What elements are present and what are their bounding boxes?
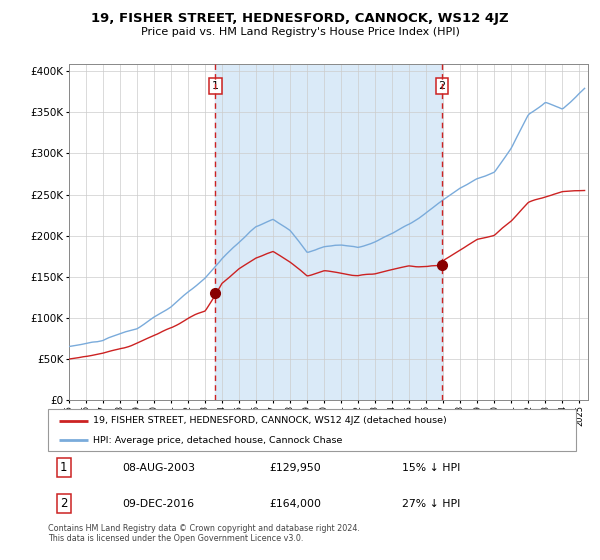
Text: 19, FISHER STREET, HEDNESFORD, CANNOCK, WS12 4JZ (detached house): 19, FISHER STREET, HEDNESFORD, CANNOCK, … [93, 416, 446, 425]
Text: 1: 1 [60, 461, 68, 474]
Text: Contains HM Land Registry data © Crown copyright and database right 2024.
This d: Contains HM Land Registry data © Crown c… [48, 524, 360, 543]
Text: £129,950: £129,950 [270, 463, 322, 473]
Text: 27% ↓ HPI: 27% ↓ HPI [402, 499, 460, 509]
Text: 19, FISHER STREET, HEDNESFORD, CANNOCK, WS12 4JZ: 19, FISHER STREET, HEDNESFORD, CANNOCK, … [91, 12, 509, 25]
Text: HPI: Average price, detached house, Cannock Chase: HPI: Average price, detached house, Cann… [93, 436, 342, 445]
Text: 2: 2 [439, 81, 446, 91]
Bar [215, 64, 442, 400]
Text: 1: 1 [212, 81, 219, 91]
Text: 15% ↓ HPI: 15% ↓ HPI [402, 463, 460, 473]
Text: 09-DEC-2016: 09-DEC-2016 [122, 499, 194, 509]
Text: £164,000: £164,000 [270, 499, 322, 509]
Text: 08-AUG-2003: 08-AUG-2003 [122, 463, 195, 473]
Text: Price paid vs. HM Land Registry's House Price Index (HPI): Price paid vs. HM Land Registry's House … [140, 27, 460, 37]
Text: 2: 2 [60, 497, 68, 510]
FancyBboxPatch shape [48, 409, 576, 451]
